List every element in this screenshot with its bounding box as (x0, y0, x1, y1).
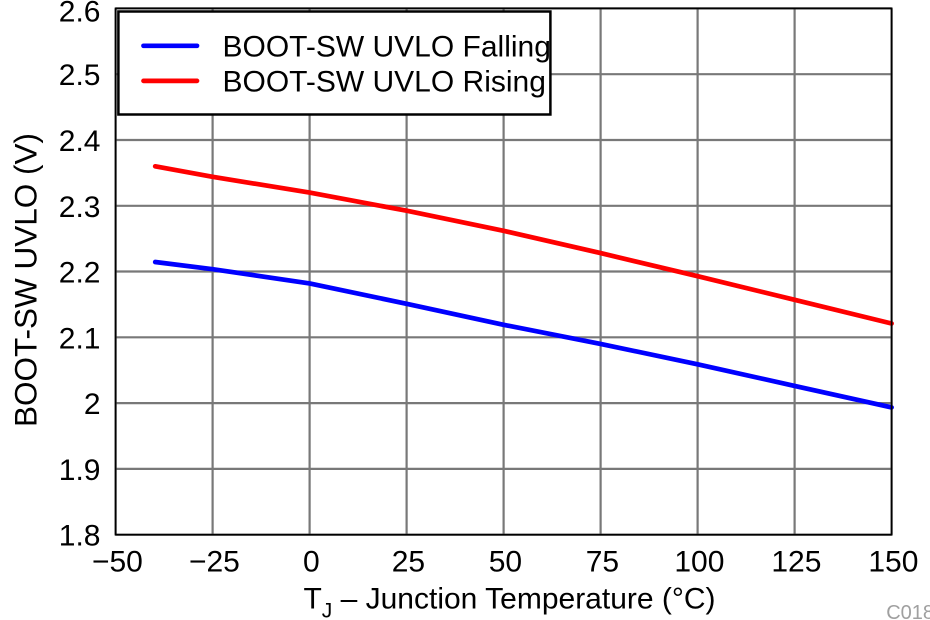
svg-text:50: 50 (489, 545, 522, 578)
svg-text:2.4: 2.4 (59, 125, 101, 158)
svg-text:1.8: 1.8 (59, 520, 101, 553)
svg-text:125: 125 (771, 545, 821, 578)
svg-text:C018: C018 (886, 602, 930, 620)
svg-text:2.6: 2.6 (59, 0, 101, 28)
svg-text:2: 2 (84, 388, 101, 421)
svg-text:BOOT-SW UVLO (V): BOOT-SW UVLO (V) (8, 133, 44, 427)
svg-text:2.3: 2.3 (59, 191, 101, 224)
svg-text:75: 75 (586, 545, 619, 578)
svg-text:BOOT-SW UVLO Falling: BOOT-SW UVLO Falling (223, 31, 551, 64)
svg-text:2.1: 2.1 (59, 322, 101, 355)
svg-text:25: 25 (392, 545, 425, 578)
svg-text:BOOT-SW UVLO Rising: BOOT-SW UVLO Rising (223, 65, 546, 98)
svg-text:1.9: 1.9 (59, 454, 101, 487)
svg-text:TJ – Junction Temperature (°C): TJ – Junction Temperature (°C) (303, 583, 715, 620)
svg-text:0: 0 (303, 545, 320, 578)
svg-text:150: 150 (868, 545, 918, 578)
svg-text:2.5: 2.5 (59, 59, 101, 92)
svg-text:−25: −25 (189, 545, 240, 578)
svg-text:100: 100 (674, 545, 724, 578)
svg-text:−50: −50 (92, 545, 143, 578)
svg-text:2.2: 2.2 (59, 257, 101, 290)
